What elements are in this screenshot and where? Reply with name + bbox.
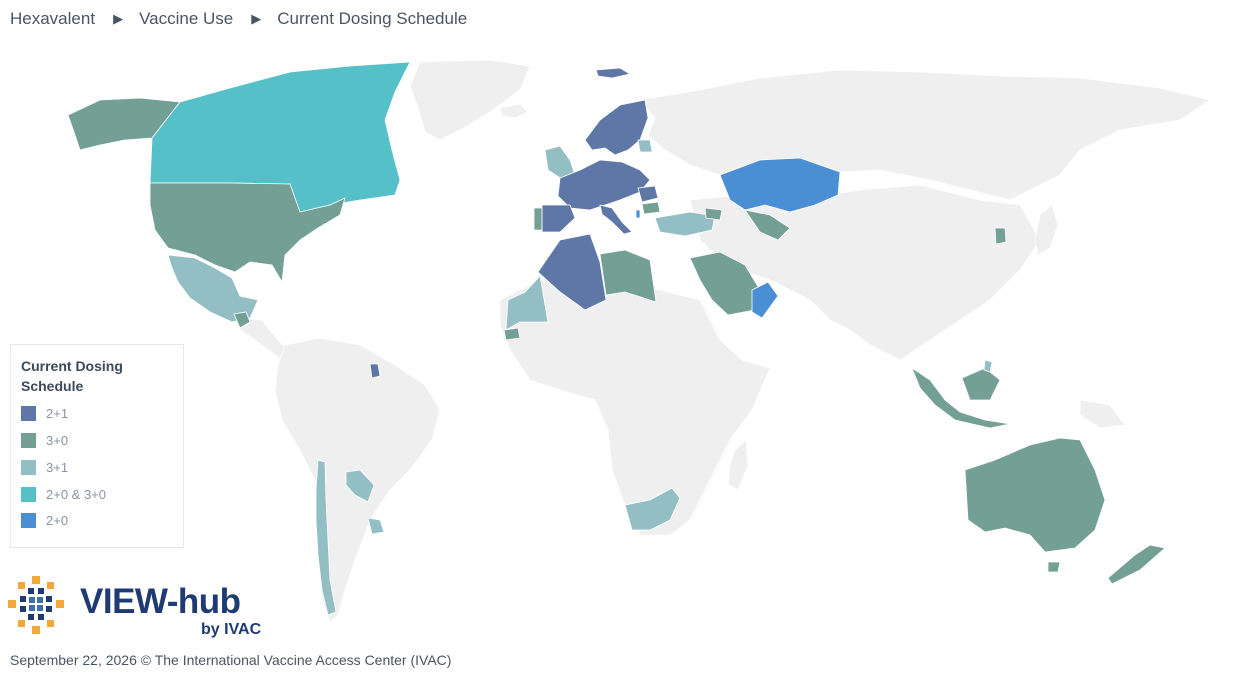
legend-swatch [21,432,36,448]
legend-item-2plus0[interactable]: 2+0 [21,512,68,528]
legend-item-3plus0[interactable]: 3+0 [21,432,68,448]
country-usa-alaska[interactable] [67,97,181,151]
country-caucasus[interactable] [704,207,723,221]
country-baltics[interactable] [637,139,653,153]
legend-item-2plus1[interactable]: 2+1 [21,405,68,421]
country-tasmania[interactable] [1047,561,1061,573]
legend-swatch [21,512,36,528]
legend-swatch [21,459,36,475]
legend-label: 3+1 [46,459,69,475]
breadcrumb-item-hexavalent[interactable]: Hexavalent [10,9,96,28]
legend-swatch [21,405,36,421]
country-guatemala[interactable] [233,311,251,329]
country-japan[interactable] [1034,204,1059,256]
country-united-kingdom[interactable] [544,145,576,179]
breadcrumb-separator-icon: ▶ [251,11,262,26]
country-new-zealand[interactable] [1107,544,1166,585]
country-romania[interactable] [637,185,659,203]
country-kazakhstan[interactable] [719,157,841,213]
legend-swatch [21,486,36,502]
country-svalbard[interactable] [595,67,632,79]
country-chile[interactable] [315,459,337,616]
country-algeria[interactable] [537,233,607,311]
country-usa[interactable] [149,182,346,284]
country-spain[interactable] [541,204,576,233]
legend-title: Current Dosing Schedule [21,358,123,394]
country-greenland[interactable] [409,59,531,141]
country-scandinavia[interactable] [584,99,649,156]
legend-item-3plus1[interactable]: 3+1 [21,459,68,475]
country-senegal[interactable] [503,327,521,341]
legend-label: 2+0 [46,512,69,528]
view-hub-logo: VIEW-hub by IVAC [8,574,268,642]
country-borneo[interactable] [961,367,1001,401]
country-madagascar[interactable] [727,439,749,491]
country-uruguay[interactable] [367,517,385,535]
country-libya[interactable] [599,249,657,303]
country-philippines[interactable] [983,359,993,373]
legend-label: 3+0 [46,432,69,448]
country-iceland[interactable] [499,103,529,119]
country-mexico[interactable] [167,254,259,323]
breadcrumb-item-current-dosing-schedule[interactable]: Current Dosing Schedule [277,9,468,28]
breadcrumb-separator-icon: ▶ [113,11,124,26]
breadcrumb-item-vaccine-use[interactable]: Vaccine Use [139,9,234,28]
legend: Current Dosing Schedule 2+1 3+0 3+1 2+0 … [10,344,184,548]
footer-credit: September 22, 2026 © The International V… [10,652,452,668]
country-french-guiana[interactable] [369,363,381,379]
logo-mark-icon [8,576,64,634]
legend-label: 2+0 & 3+0 [46,486,106,502]
country-portugal[interactable] [533,207,543,231]
legend-label: 2+1 [46,405,69,421]
breadcrumb: Hexavalent ▶ Vaccine Use ▶ Current Dosin… [10,9,467,29]
country-albania[interactable] [635,209,641,219]
logo-subtext: by IVAC [201,621,262,638]
country-turkey[interactable] [654,211,716,237]
country-russia[interactable] [639,69,1211,201]
country-italy[interactable] [599,204,633,235]
country-turkmenistan[interactable] [744,209,791,241]
country-indonesia[interactable] [911,366,1011,429]
country-south-africa[interactable] [624,487,681,531]
legend-item-2plus0-and-3plus0[interactable]: 2+0 & 3+0 [21,486,106,502]
country-australia[interactable] [964,437,1106,553]
logo-text: VIEW-hub [80,582,241,621]
continent-africa[interactable] [499,277,771,536]
country-south-korea[interactable] [994,227,1007,245]
country-png[interactable] [1079,399,1126,429]
country-paraguay[interactable] [345,469,375,503]
country-mauritania[interactable] [505,275,549,331]
country-oman[interactable] [751,281,779,319]
country-bulgaria[interactable] [641,201,661,215]
